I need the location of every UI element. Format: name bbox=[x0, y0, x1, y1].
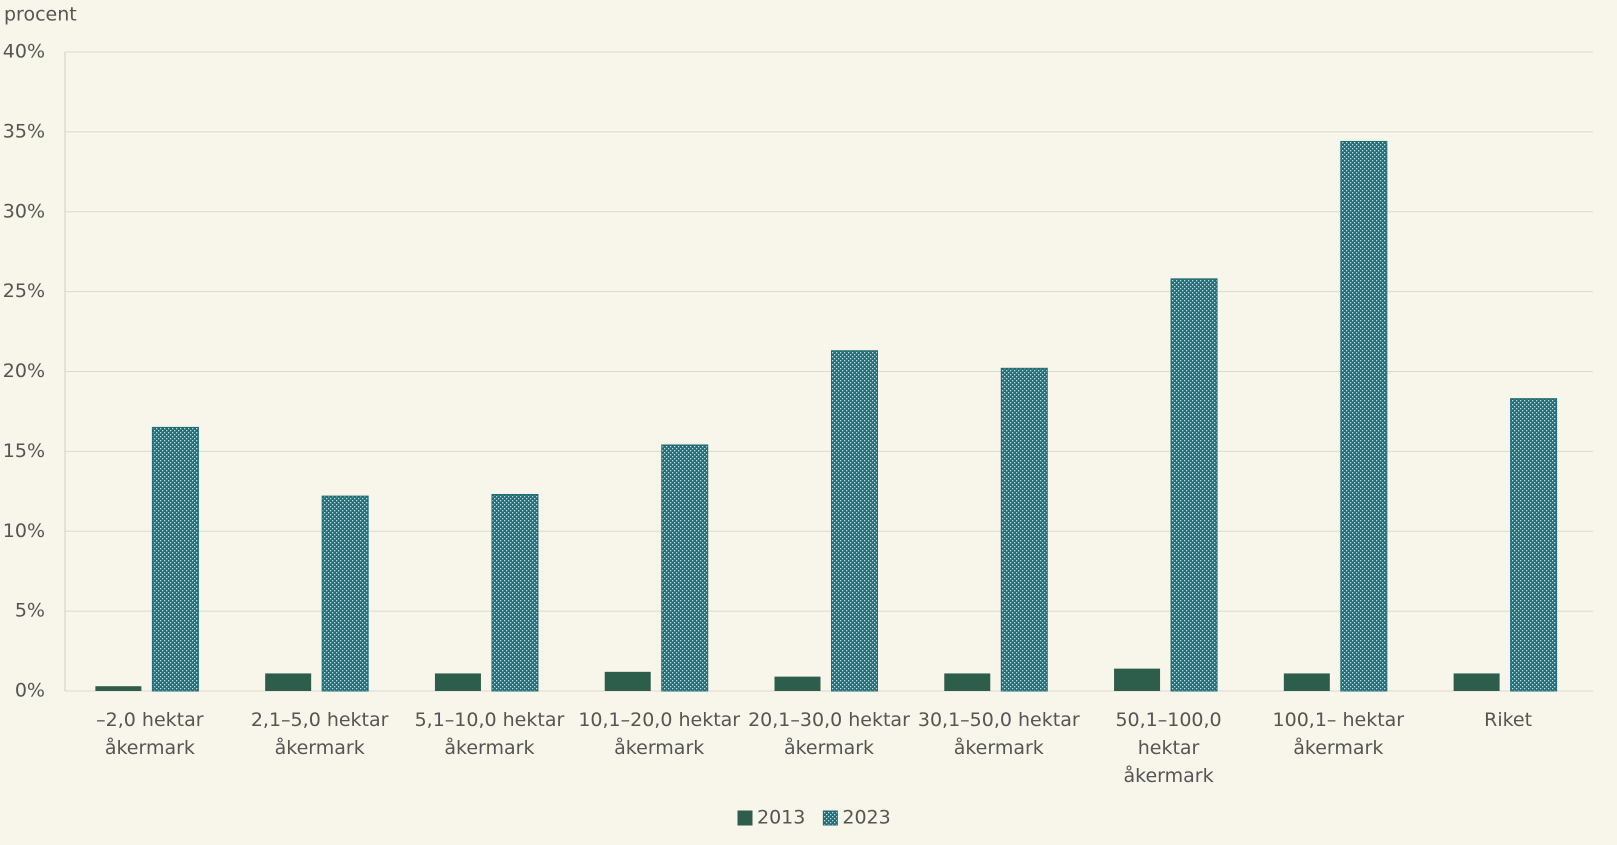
bar bbox=[944, 673, 991, 691]
bar bbox=[434, 673, 481, 691]
bar bbox=[321, 495, 369, 692]
y-tick-label: 10% bbox=[3, 520, 45, 542]
bar bbox=[95, 686, 142, 691]
bar bbox=[1510, 398, 1558, 692]
y-tick-label: 5% bbox=[15, 600, 45, 622]
x-tick-label: 30,1–50,0 hektar åkermark bbox=[917, 709, 1080, 759]
bar bbox=[151, 426, 199, 692]
y-axis-title: procent bbox=[4, 4, 77, 26]
x-tick-label: 2,1–5,0 hektar åkermark bbox=[250, 709, 389, 759]
bar bbox=[1340, 140, 1388, 692]
x-tick-label: 100,1– hektar åkermark bbox=[1272, 709, 1405, 759]
bar bbox=[265, 673, 312, 691]
x-tick-label: 20,1–30,0 hektar åkermark bbox=[748, 709, 910, 759]
bar bbox=[774, 676, 821, 691]
legend-label: 2013 bbox=[757, 807, 805, 829]
legend-swatch bbox=[737, 810, 753, 826]
bar bbox=[661, 444, 709, 692]
legend-swatch bbox=[822, 810, 838, 826]
x-tick-label: 10,1–20,0 hektar åkermark bbox=[578, 709, 741, 759]
bar bbox=[1170, 278, 1218, 692]
bar bbox=[1114, 668, 1161, 691]
legend-label: 2023 bbox=[842, 807, 890, 829]
x-tick-label: Riket bbox=[1484, 709, 1533, 731]
bar bbox=[831, 350, 878, 692]
x-tick-label: 5,1–10,0 hektar åkermark bbox=[414, 709, 565, 759]
x-tick-label: 50,1–100,0 hektar åkermark bbox=[1115, 709, 1222, 787]
y-tick-label: 30% bbox=[3, 200, 45, 222]
bar bbox=[491, 494, 539, 692]
y-tick-label: 40% bbox=[3, 41, 45, 63]
y-tick-label: 35% bbox=[3, 120, 45, 142]
y-tick-label: 15% bbox=[3, 440, 45, 462]
bar bbox=[1000, 367, 1048, 692]
y-tick-label: 20% bbox=[3, 360, 45, 382]
y-tick-label: 25% bbox=[3, 280, 45, 302]
bar bbox=[1453, 673, 1500, 691]
bar bbox=[604, 671, 651, 691]
x-tick-label: –2,0 hektar åkermark bbox=[96, 709, 204, 759]
bar bbox=[1283, 673, 1330, 691]
y-tick-label: 0% bbox=[15, 680, 45, 702]
